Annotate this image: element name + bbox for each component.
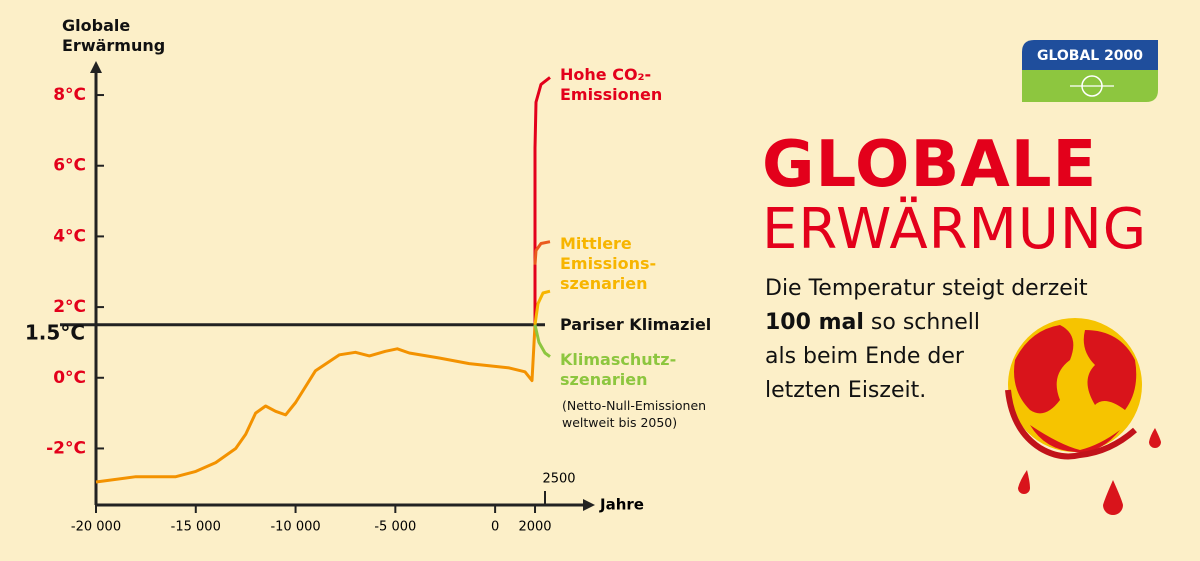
x-tick-label: -15 000 — [171, 520, 221, 535]
series-label: Klimaschutz-szenarien — [560, 350, 677, 389]
description-line: als beim Ende der — [765, 344, 964, 369]
y-axis-arrow — [90, 61, 102, 73]
data-line — [533, 324, 551, 358]
description-line: 100 mal so schnell — [765, 306, 1088, 340]
y-tick-label: 2°C — [53, 297, 86, 317]
x-tick-label: -20 000 — [71, 520, 121, 535]
data-line — [533, 240, 551, 265]
emphasis: 100 mal — [765, 310, 864, 335]
data-line — [95, 324, 537, 484]
headline: GLOBALE — [762, 128, 1098, 202]
y-tick-label: 0°C — [53, 368, 86, 388]
description-line: letzten Eiszeit. — [765, 378, 927, 403]
reference-name: Pariser Klimaziel — [560, 314, 712, 334]
x-axis-title: Jahre — [599, 496, 644, 514]
y-tick-label: 8°C — [53, 85, 86, 105]
series-label: Hohe CO₂-Emissionen — [560, 65, 663, 104]
series-label: Mittlere Emissions-szenarien — [560, 234, 657, 293]
data-line — [533, 289, 551, 326]
data-line — [533, 76, 551, 325]
x-tick-label: -5 000 — [374, 520, 416, 535]
melting-globe-illustration — [1005, 318, 1161, 515]
x-tick-label: 0 — [491, 520, 499, 535]
description-line: Die Temperatur steigt derzeit — [765, 276, 1088, 301]
headline: ERWÄRMUNG — [762, 197, 1148, 262]
y-tick-label: -2°C — [46, 438, 86, 458]
y-tick-label: 4°C — [53, 226, 86, 246]
logo: GLOBAL 2000 — [1022, 40, 1158, 102]
note: (Netto-Null-Emissionen weltweit bis 2050… — [562, 398, 707, 430]
reference-label: 1.5°C — [25, 320, 85, 344]
description-text: so schnell — [870, 310, 981, 335]
description: Die Temperatur steigt derzeit 100 mal so… — [765, 272, 1088, 408]
x-axis-arrow — [583, 499, 595, 511]
y-tick-label: 6°C — [53, 156, 86, 176]
x-tick-label: 2500 — [542, 472, 575, 487]
x-tick-label: -10 000 — [270, 520, 320, 535]
y-axis-title: Globale Erwärmung — [62, 16, 166, 55]
x-tick-label: 2000 — [518, 520, 551, 535]
logo-text: GLOBAL 2000 — [1037, 48, 1143, 64]
